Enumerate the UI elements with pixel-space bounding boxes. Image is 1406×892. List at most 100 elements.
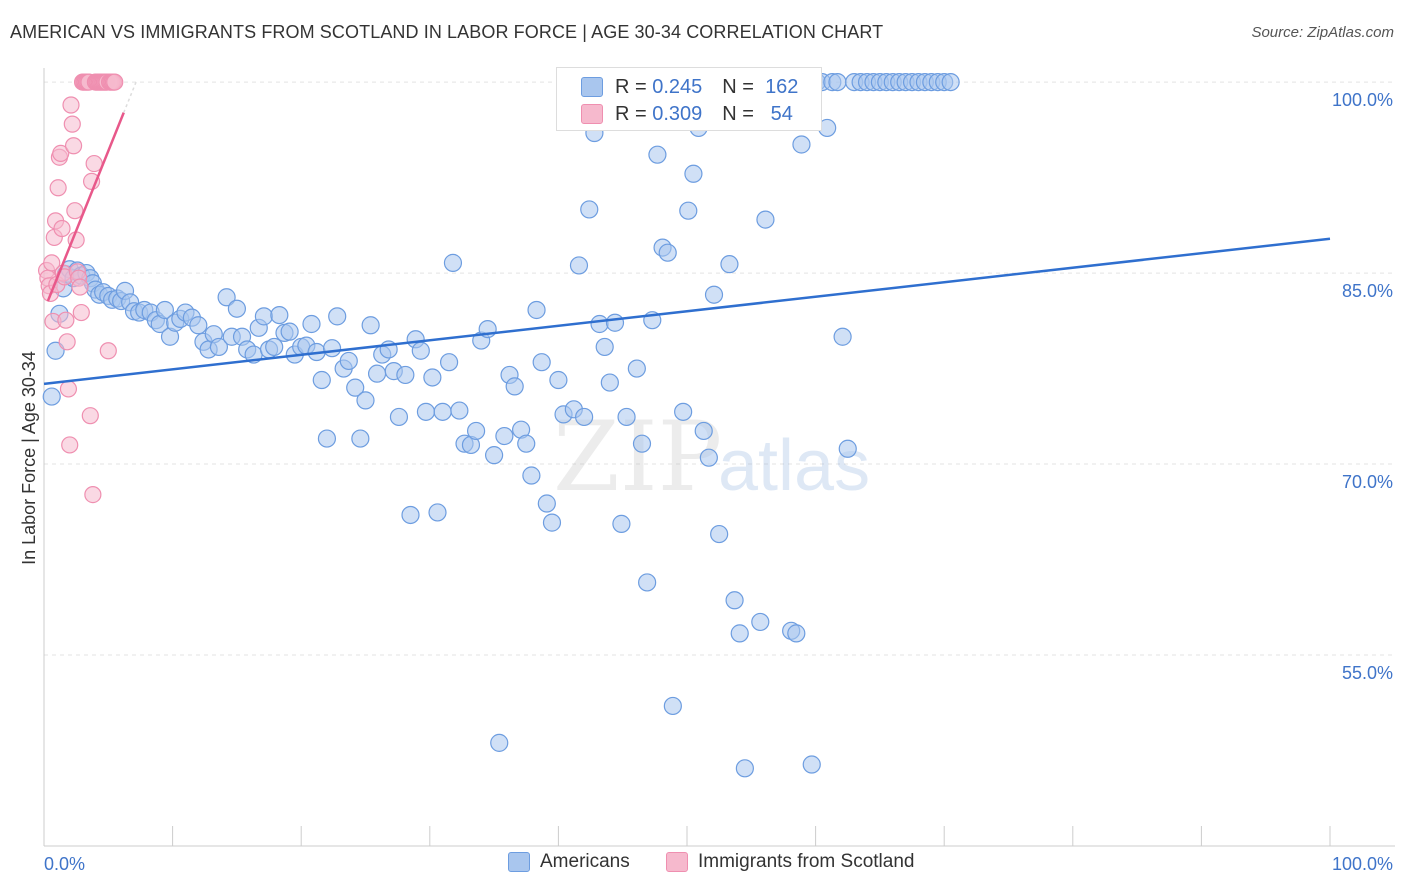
legend-scotland-r-label: R = xyxy=(615,102,647,125)
americans-point xyxy=(312,370,331,390)
legend-americans-r-value: 0.245 xyxy=(652,75,703,98)
americans-point xyxy=(532,353,551,372)
y-tick-label: 55.0% xyxy=(1342,663,1393,683)
scotland-trend-line xyxy=(46,112,125,302)
americans-point xyxy=(270,305,289,325)
axes xyxy=(43,68,1395,847)
bottom-scotland-label: Immigrants from Scotland xyxy=(698,851,915,872)
y-tick-label: 70.0% xyxy=(1342,472,1393,492)
americans-point xyxy=(217,288,236,307)
americans-point xyxy=(339,351,358,371)
bottom-scotland-swatch xyxy=(666,852,688,872)
americans-point xyxy=(443,253,463,272)
americans-point xyxy=(756,210,775,229)
americans-point xyxy=(517,434,536,453)
scotland-point xyxy=(106,73,124,91)
americans-point xyxy=(423,368,442,387)
americans-point xyxy=(575,407,594,427)
americans-point xyxy=(549,370,568,390)
americans-point xyxy=(389,407,409,427)
americans-point xyxy=(658,243,677,262)
scotland-point xyxy=(71,278,89,296)
scotland-point xyxy=(66,202,84,220)
americans-swatch xyxy=(581,77,603,97)
scotland-point xyxy=(59,380,78,398)
y-axis-label: In Labor Force | Age 30-34 xyxy=(19,351,39,565)
americans-point xyxy=(537,494,556,513)
legend-scotland-n-label: N = xyxy=(722,102,754,125)
x-tick-label-max: 100.0% xyxy=(1332,854,1393,874)
americans-point xyxy=(730,624,749,643)
legend-americans-n-value: 162 xyxy=(765,75,799,98)
americans-point xyxy=(351,429,370,448)
americans-point xyxy=(605,313,625,332)
americans-point xyxy=(209,337,228,357)
americans-point xyxy=(433,402,452,421)
scotland-trend-extension xyxy=(123,80,138,113)
americans-point xyxy=(787,624,806,643)
americans-point xyxy=(155,300,174,320)
scotland-point xyxy=(61,436,79,454)
americans-point xyxy=(595,337,614,357)
americans-point xyxy=(751,612,770,632)
americans-point xyxy=(632,434,652,453)
americans-point xyxy=(802,755,821,774)
americans-point xyxy=(280,322,299,341)
americans-point xyxy=(710,524,729,544)
americans-point xyxy=(416,402,436,421)
chart-title: AMERICAN VS IMMIGRANTS FROM SCOTLAND IN … xyxy=(10,22,884,42)
scotland-swatch xyxy=(581,104,603,124)
americans-point xyxy=(227,299,246,318)
americans-point xyxy=(495,426,514,446)
americans-point xyxy=(704,285,724,304)
legend-scotland-r-value: 0.309 xyxy=(652,102,703,125)
americans-point xyxy=(720,255,739,274)
americans-point xyxy=(617,407,636,427)
scotland-point xyxy=(81,407,99,425)
americans-point xyxy=(411,341,430,360)
americans-point xyxy=(485,446,504,465)
americans-point xyxy=(590,314,609,334)
y-tick-label: 85.0% xyxy=(1342,281,1393,301)
americans-point xyxy=(638,573,657,592)
americans-point xyxy=(663,696,682,716)
americans-point xyxy=(735,759,754,778)
americans-point xyxy=(674,402,693,421)
americans-point xyxy=(490,733,509,752)
americans-point xyxy=(792,135,811,154)
scotland-point xyxy=(49,179,67,197)
scotland-point xyxy=(64,137,83,155)
legend-scotland-n-value: 54 xyxy=(770,102,793,125)
scotland-point xyxy=(99,342,117,360)
scotland-point xyxy=(84,486,102,504)
americans-point xyxy=(42,387,61,406)
americans-point xyxy=(46,341,65,360)
americans-point xyxy=(542,513,562,532)
americans-point xyxy=(356,391,375,410)
americans-point xyxy=(328,307,347,326)
bottom-americans-label: Americans xyxy=(540,851,630,872)
bottom-americans-swatch xyxy=(508,852,530,872)
americans-point xyxy=(450,401,469,420)
americans-point xyxy=(648,145,667,164)
legend-row-scotland: R = 0.309 N = 54 xyxy=(581,101,793,127)
americans-point xyxy=(694,421,713,441)
scotland-point xyxy=(57,311,75,329)
americans-point xyxy=(941,72,960,92)
watermark-atlas: atlas xyxy=(718,426,870,506)
americans-point xyxy=(367,364,387,383)
americans-point xyxy=(725,591,744,610)
legend: R = 0.245 N = 162 R = 0.309 N = 54 xyxy=(556,67,822,131)
americans-point xyxy=(428,503,447,522)
legend-americans-n-label: N = xyxy=(722,75,754,98)
americans-trend-line xyxy=(43,237,1331,386)
americans-point xyxy=(679,201,698,220)
americans-point xyxy=(828,72,847,92)
americans-point xyxy=(699,448,718,467)
americans-point xyxy=(396,365,415,385)
americans-point xyxy=(189,316,208,335)
americans-point xyxy=(600,373,619,392)
americans-point xyxy=(569,256,589,275)
americans-point xyxy=(254,307,274,326)
